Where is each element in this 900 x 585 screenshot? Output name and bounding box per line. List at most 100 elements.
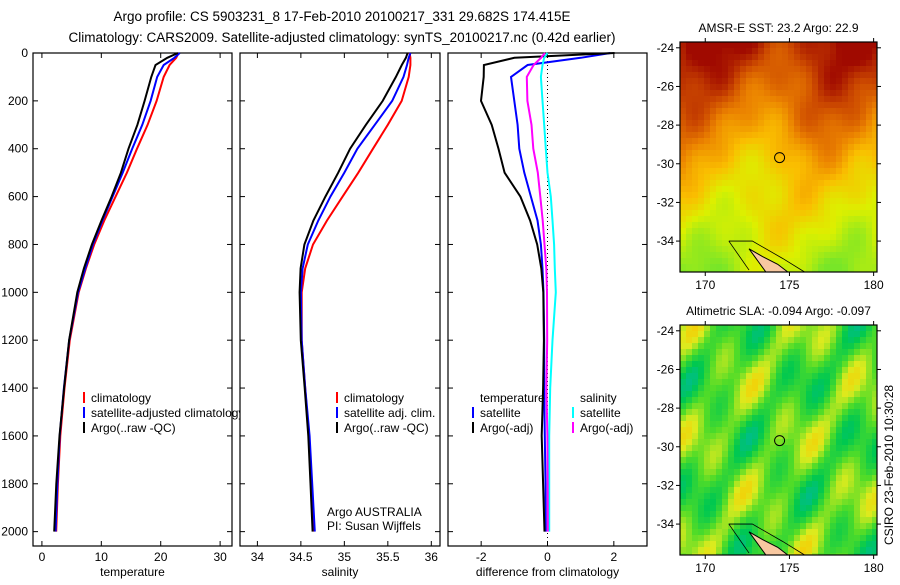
- map-cell: [836, 66, 842, 72]
- map-cell: [680, 132, 686, 138]
- y-tick-label: -24: [657, 41, 675, 55]
- map-cell: [806, 457, 812, 463]
- map-cell: [836, 337, 842, 343]
- map-cell: [818, 493, 824, 499]
- map-cell: [692, 349, 698, 355]
- map-cell: [734, 403, 740, 409]
- map-cell: [764, 403, 770, 409]
- map-cell: [752, 96, 758, 102]
- map-cell: [806, 186, 812, 192]
- map-cell: [812, 186, 818, 192]
- map-cell: [686, 60, 692, 66]
- map-cell: [734, 445, 740, 451]
- map-cell: [728, 547, 734, 553]
- map-cell: [830, 138, 836, 144]
- map-cell: [734, 96, 740, 102]
- map-cell: [866, 505, 872, 511]
- map-cell: [794, 487, 800, 493]
- map-cell: [746, 270, 752, 272]
- map-cell: [794, 222, 800, 228]
- map-cell: [710, 337, 716, 343]
- map-cell: [836, 409, 842, 415]
- map-cell: [704, 445, 710, 451]
- map-cell: [794, 439, 800, 445]
- map-cell: [698, 174, 704, 180]
- map-cell: [722, 397, 728, 403]
- map-cell: [698, 481, 704, 487]
- map-cell: [806, 72, 812, 78]
- map-cell: [746, 475, 752, 481]
- map-cell: [692, 252, 698, 258]
- map-cell: [836, 228, 842, 234]
- map-cell: [866, 270, 872, 272]
- map-cell: [842, 264, 848, 270]
- map-cell: [794, 252, 800, 258]
- map-cell: [770, 325, 776, 331]
- map-cell: [686, 234, 692, 240]
- map-cell: [680, 469, 686, 475]
- map-cell: [722, 168, 728, 174]
- map-cell: [680, 186, 686, 192]
- map-cell: [782, 481, 788, 487]
- map-cell: [830, 535, 836, 541]
- map-cell: [710, 48, 716, 54]
- map-cell: [848, 403, 854, 409]
- map-cell: [722, 78, 728, 84]
- map-cell: [842, 114, 848, 120]
- map-cell: [854, 228, 860, 234]
- map-cell: [818, 42, 824, 48]
- map-cell: [860, 84, 866, 90]
- map-cell: [836, 54, 842, 60]
- map-cell: [752, 72, 758, 78]
- map-cell: [722, 463, 728, 469]
- map-cell: [788, 439, 794, 445]
- map-cell: [710, 60, 716, 66]
- map-cell: [746, 168, 752, 174]
- map-cell: [764, 337, 770, 343]
- map-cell: [704, 367, 710, 373]
- map-cell: [716, 529, 722, 535]
- map-cell: [848, 379, 854, 385]
- map-cell: [842, 433, 848, 439]
- map-cell: [704, 90, 710, 96]
- map-cell: [770, 517, 776, 523]
- map-cell: [854, 72, 860, 78]
- map-cell: [770, 433, 776, 439]
- map-cell: [830, 481, 836, 487]
- map-cell: [776, 367, 782, 373]
- map-cell: [812, 379, 818, 385]
- map-cell: [800, 210, 806, 216]
- map-cell: [842, 90, 848, 96]
- map-cell: [698, 367, 704, 373]
- map-cell: [806, 343, 812, 349]
- map-cell: [848, 234, 854, 240]
- map-cell: [794, 84, 800, 90]
- map-cell: [818, 96, 824, 102]
- map-cell: [788, 517, 794, 523]
- map-cell: [758, 403, 764, 409]
- map-cell: [746, 84, 752, 90]
- map-cell: [722, 487, 728, 493]
- map-cell: [710, 349, 716, 355]
- map-cell: [692, 487, 698, 493]
- map-cell: [776, 114, 782, 120]
- map-cell: [776, 228, 782, 234]
- map-cell: [860, 433, 866, 439]
- map-cell: [842, 216, 848, 222]
- map-cell: [866, 535, 872, 541]
- map-cell: [686, 270, 692, 272]
- map-cell: [782, 439, 788, 445]
- map-cell: [824, 180, 830, 186]
- map-cell: [806, 541, 812, 547]
- map-cell: [758, 487, 764, 493]
- map-cell: [764, 234, 770, 240]
- map-cell: [752, 529, 758, 535]
- map-cell: [758, 156, 764, 162]
- map-cell: [806, 198, 812, 204]
- map-cell: [686, 150, 692, 156]
- map-cell: [716, 409, 722, 415]
- map-cell: [788, 433, 794, 439]
- map-cell: [764, 42, 770, 48]
- map-cell: [722, 234, 728, 240]
